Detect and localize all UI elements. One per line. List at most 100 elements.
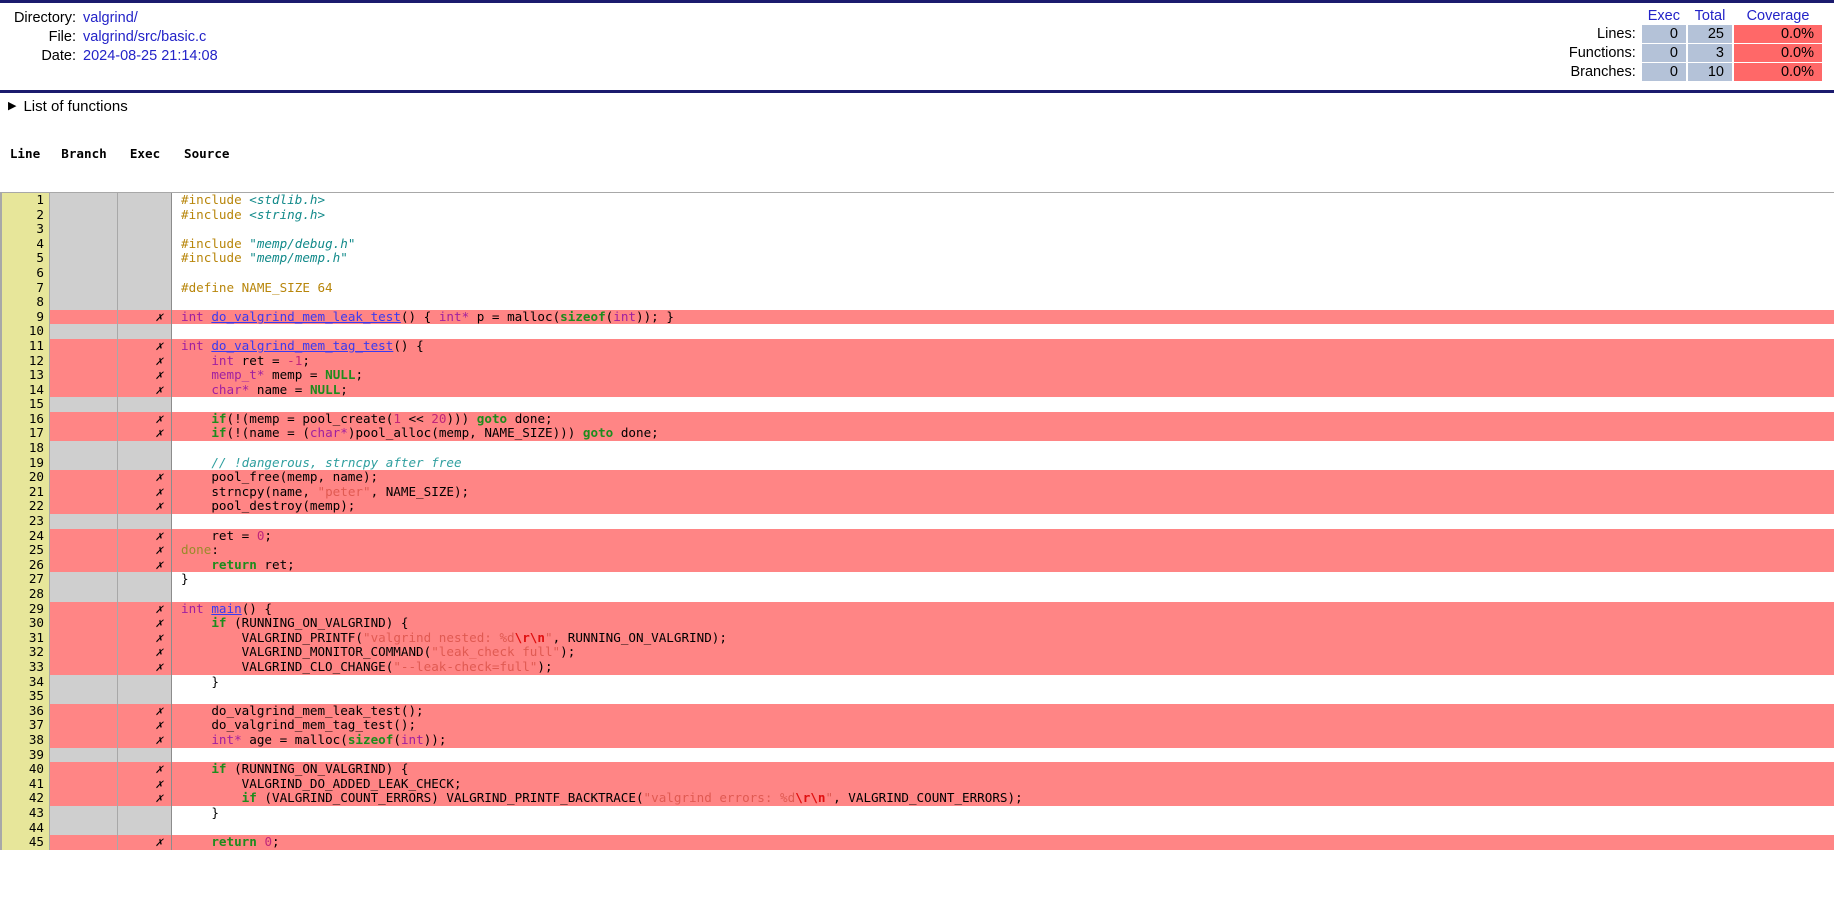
exec-count-cell: ✗ bbox=[118, 659, 172, 675]
branch-cell bbox=[50, 265, 118, 281]
source-code-cell bbox=[172, 587, 1834, 602]
source-column-headers: Line Branch Exec Source bbox=[0, 147, 1834, 163]
coverage-summary-table: Exec Total Coverage Lines: 0 25 0.0% Functio… bbox=[1566, 7, 1824, 82]
exec-count-cell bbox=[118, 441, 172, 456]
branch-cell bbox=[50, 426, 118, 442]
source-code-cell: char* name = NULL; bbox=[172, 382, 1834, 398]
source-code-cell: int do_valgrind_mem_tag_test() { bbox=[172, 338, 1834, 354]
list-of-functions-toggle[interactable]: ▶ List of functions bbox=[0, 93, 1834, 118]
col-total[interactable]: Total bbox=[1694, 8, 1726, 24]
source-line-row: 5 #include "memp/memp.h" bbox=[0, 251, 1834, 266]
file-value[interactable]: valgrind/src/basic.c bbox=[83, 29, 207, 45]
exec-count-cell bbox=[118, 324, 172, 339]
source-code-cell: memp_t* memp = NULL; bbox=[172, 367, 1834, 383]
source-line-row: 3 bbox=[0, 222, 1834, 237]
line-number: 5 bbox=[0, 251, 50, 266]
source-line-row: 25 ✗ done: bbox=[0, 542, 1834, 558]
source-line-row: 16 ✗ if(!(memp = pool_create(1 << 20))) g… bbox=[0, 411, 1834, 427]
line-number: 32 bbox=[0, 645, 50, 660]
branch-cell bbox=[50, 689, 118, 704]
exec-count-cell: ✗ bbox=[118, 601, 172, 617]
col-exec[interactable]: Exec bbox=[1647, 8, 1680, 24]
source-code-cell: #include <stdlib.h> bbox=[172, 192, 1834, 208]
exec-count-cell: ✗ bbox=[118, 557, 172, 573]
exec-count-cell: ✗ bbox=[118, 499, 172, 515]
line-number: 44 bbox=[0, 820, 50, 836]
source-line-row: 22 ✗ pool_destroy(memp); bbox=[0, 499, 1834, 515]
coverage-exec-cell: 0 bbox=[1641, 63, 1686, 81]
line-number: 20 bbox=[0, 470, 50, 485]
coverage-percent-cell: 0.0% bbox=[1734, 63, 1822, 81]
branch-cell bbox=[50, 776, 118, 792]
header-divider bbox=[0, 90, 1834, 93]
source-code-cell: VALGRIND_MONITOR_COMMAND("leak_check ful… bbox=[172, 645, 1834, 660]
branch-cell bbox=[50, 251, 118, 266]
line-number: 34 bbox=[0, 674, 50, 690]
line-number: 24 bbox=[0, 528, 50, 544]
source-code-cell: do_valgrind_mem_leak_test(); bbox=[172, 703, 1834, 719]
file-label: File: bbox=[48, 29, 76, 45]
source-line-row: 20 ✗ pool_free(memp, name); bbox=[0, 470, 1834, 485]
line-number: 12 bbox=[0, 353, 50, 369]
source-code-cell: if(!(name = (char*)pool_alloc(memp, NAME… bbox=[172, 426, 1834, 442]
exec-count-cell bbox=[118, 455, 172, 471]
line-number: 27 bbox=[0, 572, 50, 587]
line-number: 19 bbox=[0, 455, 50, 471]
source-line-row: 12 ✗ int ret = -1; bbox=[0, 353, 1834, 369]
branch-cell bbox=[50, 572, 118, 587]
source-code-cell: pool_destroy(memp); bbox=[172, 499, 1834, 515]
source-code-cell bbox=[172, 441, 1834, 456]
report-header: Directory: valgrind/ File: valgrind/src/… bbox=[0, 3, 1834, 88]
line-number: 4 bbox=[0, 236, 50, 252]
info-row-directory: Directory: valgrind/ bbox=[8, 9, 218, 28]
source-line-row: 4 #include "memp/debug.h" bbox=[0, 236, 1834, 252]
source-code-cell: VALGRIND_CLO_CHANGE("--leak-check=full")… bbox=[172, 659, 1834, 675]
source-code-cell bbox=[172, 324, 1834, 339]
header-branch: Branch bbox=[61, 146, 107, 162]
branch-cell bbox=[50, 382, 118, 398]
source-line-row: 14 ✗ char* name = NULL; bbox=[0, 382, 1834, 398]
coverage-summary-block: Exec Total Coverage Lines: 0 25 0.0% Functio… bbox=[1566, 3, 1834, 88]
source-rows: 1 #include <stdlib.h> 2 #include <string.h>… bbox=[0, 191, 1834, 850]
source-code-cell: VALGRIND_PRINTF("valgrind nested: %d\r\n… bbox=[172, 630, 1834, 646]
source-line-row: 42 ✗ if (VALGRIND_COUNT_ERRORS) VALGRIND_… bbox=[0, 791, 1834, 806]
branch-cell bbox=[50, 441, 118, 456]
source-code-cell: strncpy(name, "peter", NAME_SIZE); bbox=[172, 484, 1834, 500]
source-code-cell: ret = 0; bbox=[172, 528, 1834, 544]
branch-cell bbox=[50, 455, 118, 471]
line-number: 45 bbox=[0, 834, 50, 850]
source-code-cell: int ret = -1; bbox=[172, 353, 1834, 369]
header-source: Source bbox=[184, 146, 230, 162]
list-of-functions-label: List of functions bbox=[23, 98, 128, 115]
source-code-cell: done: bbox=[172, 542, 1834, 558]
branch-cell bbox=[50, 645, 118, 660]
source-line-row: 43 } bbox=[0, 805, 1834, 821]
exec-count-cell: ✗ bbox=[118, 776, 172, 792]
coverage-table-header-row: Exec Total Coverage bbox=[1568, 8, 1822, 24]
coverage-percent-cell: 0.0% bbox=[1734, 44, 1822, 62]
source-code-cell: #include "memp/memp.h" bbox=[172, 251, 1834, 266]
source-code-cell: if (RUNNING_ON_VALGRIND) { bbox=[172, 615, 1834, 631]
line-number: 38 bbox=[0, 732, 50, 748]
exec-count-cell: ✗ bbox=[118, 484, 172, 500]
exec-count-cell bbox=[118, 280, 172, 296]
line-number: 2 bbox=[0, 207, 50, 223]
exec-count-cell: ✗ bbox=[118, 718, 172, 733]
line-number: 26 bbox=[0, 557, 50, 573]
exec-count-cell: ✗ bbox=[118, 411, 172, 427]
exec-count-cell: ✗ bbox=[118, 367, 172, 383]
source-line-row: 36 ✗ do_valgrind_mem_leak_test(); bbox=[0, 703, 1834, 719]
source-code-cell bbox=[172, 222, 1834, 237]
line-number: 22 bbox=[0, 499, 50, 515]
exec-count-cell bbox=[118, 295, 172, 310]
col-coverage[interactable]: Coverage bbox=[1746, 8, 1810, 24]
directory-value[interactable]: valgrind/ bbox=[83, 10, 138, 26]
source-code-cell: return ret; bbox=[172, 557, 1834, 573]
branch-cell bbox=[50, 630, 118, 646]
line-number: 43 bbox=[0, 805, 50, 821]
source-line-row: 31 ✗ VALGRIND_PRINTF("valgrind nested: %d… bbox=[0, 630, 1834, 646]
exec-count-cell: ✗ bbox=[118, 834, 172, 850]
source-code-cell bbox=[172, 295, 1834, 310]
exec-count-cell bbox=[118, 236, 172, 252]
line-number: 6 bbox=[0, 265, 50, 281]
